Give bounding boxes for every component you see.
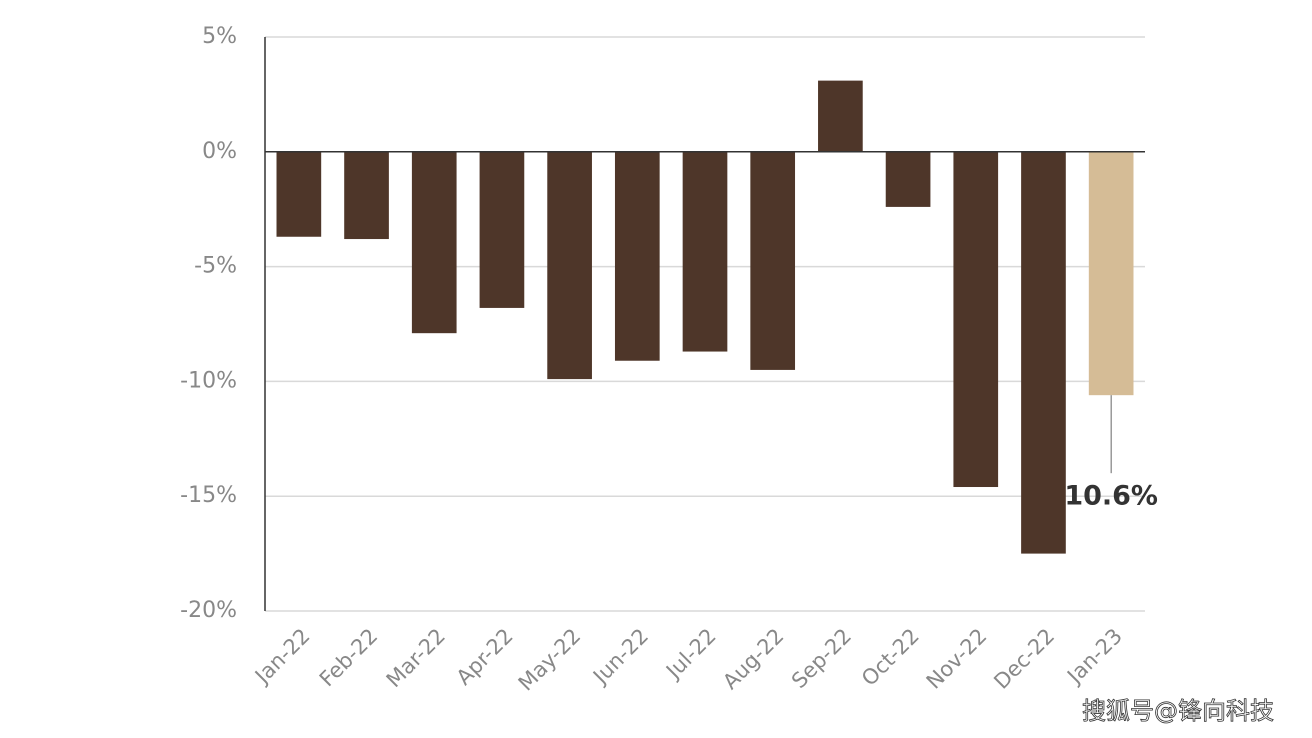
data-label: 10.6% [1064,481,1158,512]
bar [479,151,525,308]
y-tick-label: 0% [202,139,237,164]
bar [411,151,457,334]
bar [1021,151,1066,554]
bar [547,151,592,380]
x-tick-label: Dec-22 [989,624,1059,694]
bar [885,151,931,207]
x-tick-label: Jun-22 [587,624,653,690]
x-tick-label: Aug-22 [718,624,788,694]
bar [614,151,660,361]
y-tick-label: 5% [202,24,237,49]
x-tick-label: May-22 [514,624,586,696]
x-tick-label: Jan-23 [1061,624,1127,690]
x-tick-label: Mar-22 [382,624,450,692]
bar [953,151,999,488]
x-tick-label: Apr-22 [452,624,518,690]
y-tick-label: -20% [180,598,237,623]
y-tick-label: -15% [180,483,237,508]
bar [276,151,322,237]
x-tick-label: Feb-22 [315,624,383,692]
bar [818,80,863,152]
bar [344,151,389,240]
y-tick-label: -10% [180,368,237,393]
watermark: 搜狐号@锋向科技 [1082,697,1274,725]
bar [1088,151,1134,396]
x-tick-label: Sep-22 [787,624,856,693]
x-tick-label: Jul-22 [660,624,721,685]
y-tick-label: -5% [194,254,237,279]
bar [750,151,796,370]
x-tick-label: Nov-22 [922,624,992,694]
x-tick-label: Jan-22 [249,624,315,690]
bar [682,151,728,352]
x-tick-label: Oct-22 [857,624,924,691]
